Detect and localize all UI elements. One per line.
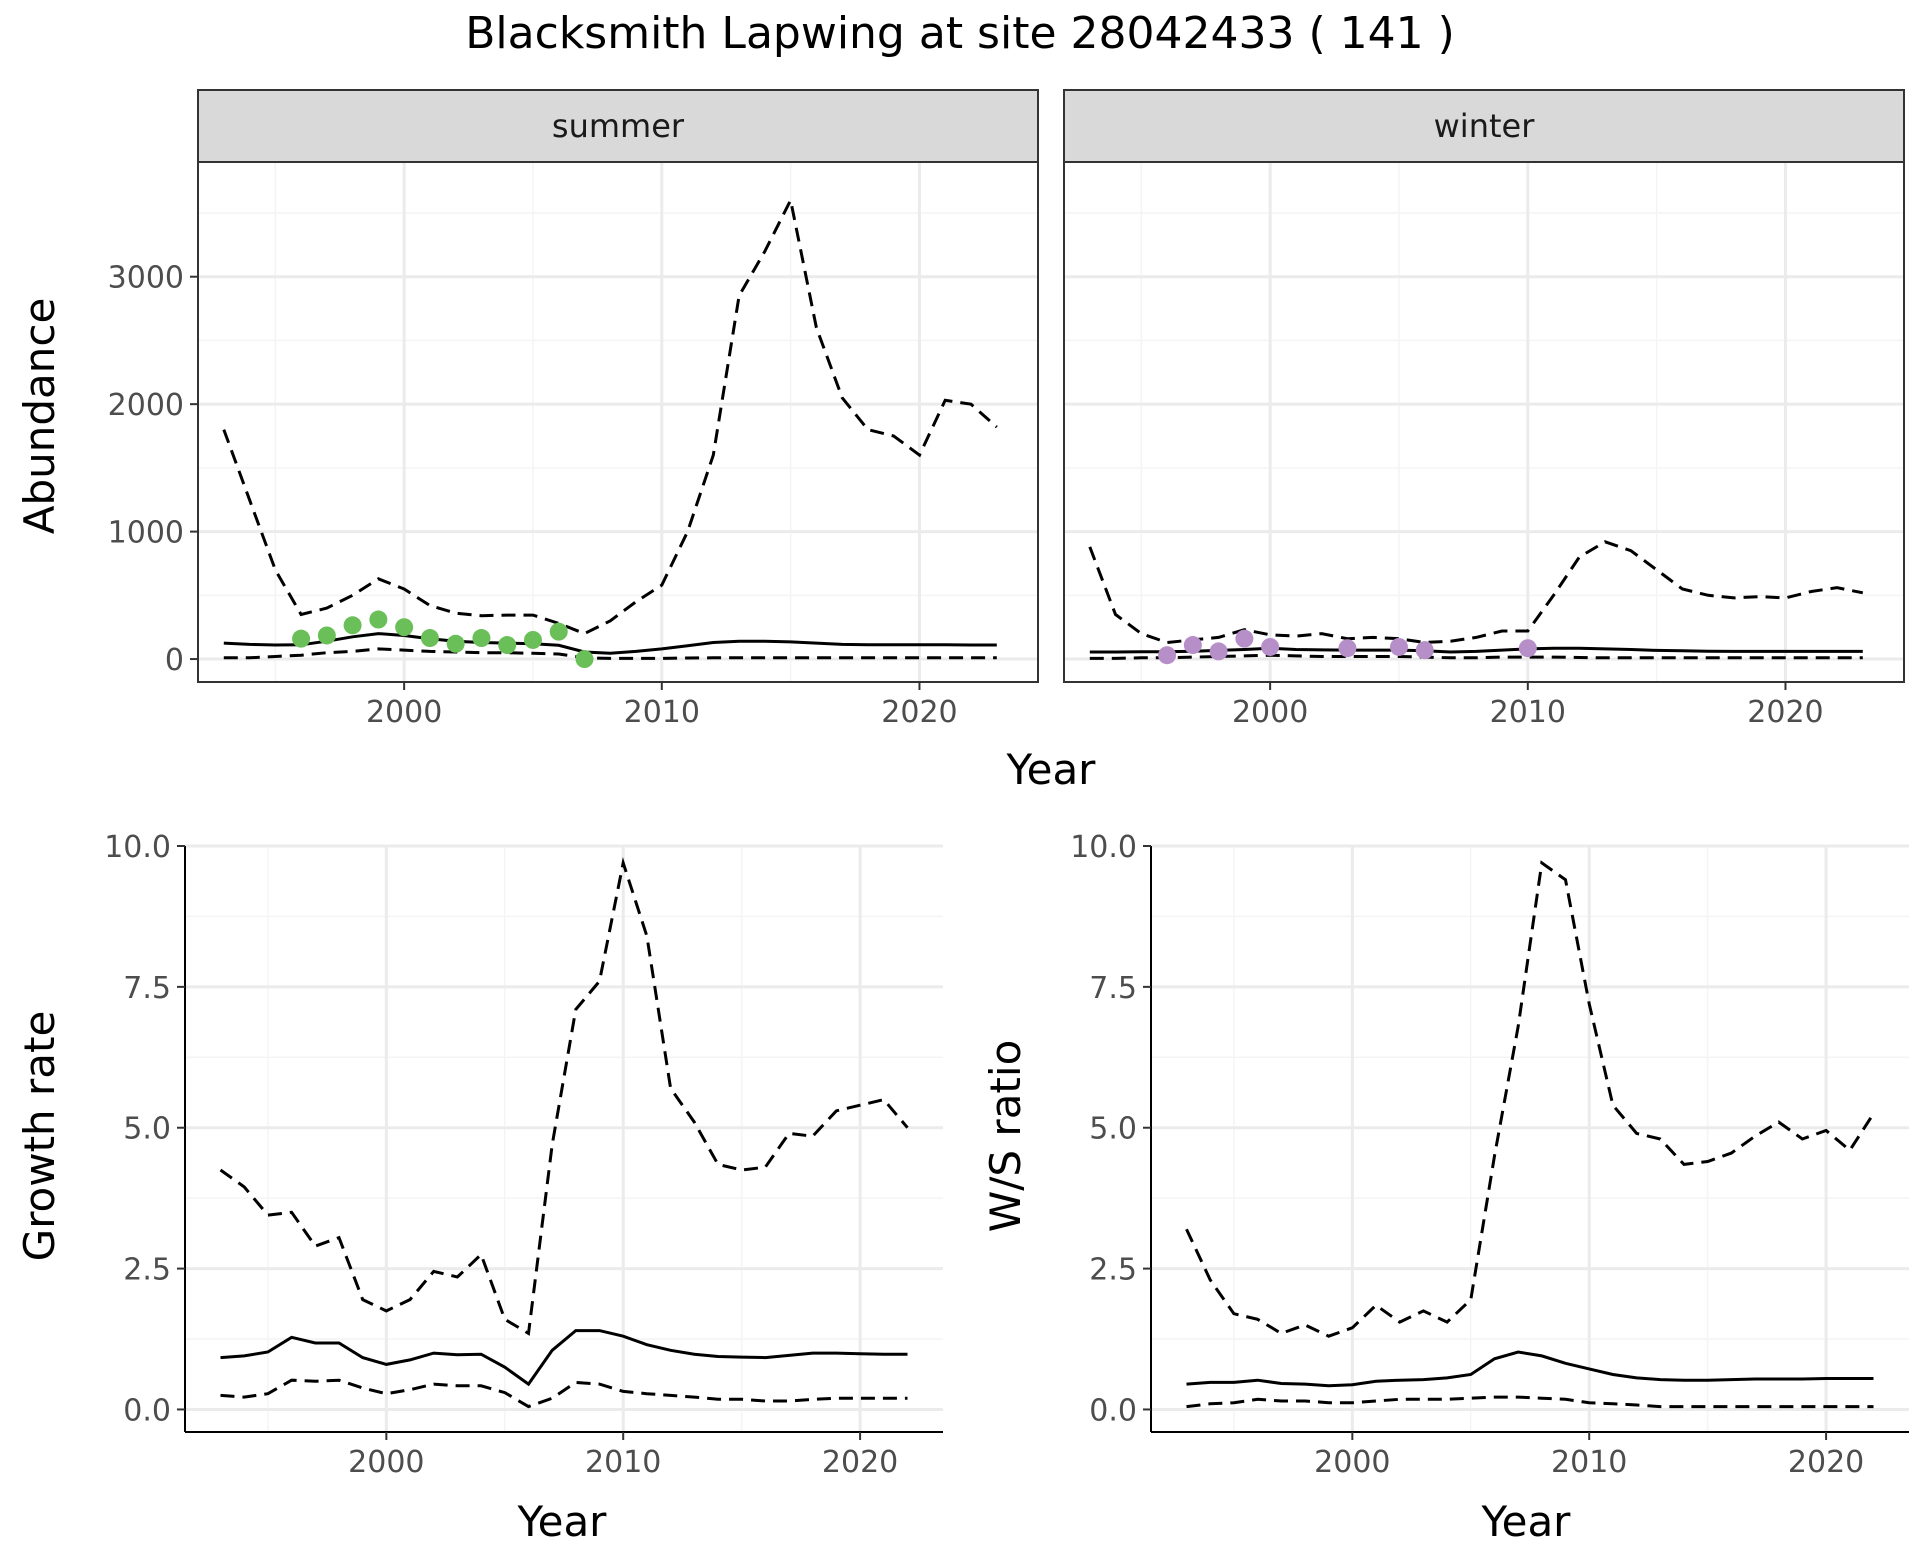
y-tick-label: 3000 [108, 261, 184, 296]
abundance-winter-plot: 2000 2010 2020 [1063, 161, 1905, 730]
y-tick-label: 0.0 [123, 1393, 171, 1428]
observation-point [1338, 639, 1357, 658]
x-tick-label: 2000 [1232, 695, 1308, 730]
chart-title: Blacksmith Lapwing at site 28042433 ( 14… [465, 8, 1454, 59]
y-tick-label: 2.5 [1089, 1253, 1137, 1288]
upper-bound-line [222, 195, 998, 636]
x-tick-label: 2000 [366, 695, 442, 730]
observation-point [1261, 637, 1280, 656]
ws-ratio-x-axis-title: Year [1481, 1497, 1572, 1546]
x-tick-label: 2010 [624, 695, 700, 730]
panel-border [197, 161, 1039, 683]
observation-point [317, 626, 336, 645]
observation-point [523, 630, 542, 649]
observation-point [1183, 636, 1202, 655]
panel-border [1063, 161, 1905, 683]
y-tick-label: 5.0 [1089, 1112, 1137, 1147]
abundance-facet-summer: summer 2000 2010 2020 0 1000 2000 3000 [108, 89, 1039, 730]
abundance-y-axis-title: Abundance [15, 298, 64, 535]
lower-bound-line [1089, 653, 1863, 660]
observation-point [472, 629, 491, 648]
growth-rate-x-axis-title: Year [517, 1497, 608, 1546]
x-tick-label: 2010 [1490, 695, 1566, 730]
lower-bound-line [220, 1378, 908, 1409]
lower-bound-line [1186, 1395, 1874, 1409]
abundance-chart: summer 2000 2010 2020 0 1000 2000 3000 winter … [15, 89, 1905, 794]
y-tick-label: 7.5 [1089, 971, 1137, 1006]
observation-point [420, 629, 439, 648]
abundance-x-axis-title: Year [1006, 745, 1097, 794]
observation-point [369, 610, 388, 629]
observation-point [1415, 641, 1434, 660]
y-tick-label: 10.0 [1070, 830, 1137, 865]
observation-point [1389, 637, 1408, 656]
ws-ratio-y-axis-title: W/S ratio [981, 1040, 1030, 1233]
lower-bound-line [223, 647, 997, 660]
upper-bound-line [1088, 540, 1864, 645]
growth-rate-y-axis-title: Growth rate [15, 1011, 64, 1262]
abundance-facet-winter: winter 2000 2010 2020 [1063, 89, 1905, 730]
y-tick-label: 2.5 [123, 1253, 171, 1288]
mean-line [1186, 1350, 1874, 1388]
x-tick-label: 2010 [585, 1445, 661, 1480]
observation-point [446, 634, 465, 653]
observation-point [343, 616, 362, 635]
observation-point [575, 650, 594, 669]
x-tick-label: 2020 [1788, 1445, 1864, 1480]
y-tick-label: 5.0 [123, 1112, 171, 1147]
facet-strip-summer [197, 89, 1039, 163]
upper-bound-line [1185, 860, 1875, 1338]
observation-point [1209, 642, 1228, 661]
y-tick-label: 0.0 [1089, 1393, 1137, 1428]
observation-point [1235, 629, 1254, 648]
x-tick-label: 2020 [1747, 695, 1823, 730]
mean-line [1089, 646, 1863, 654]
mean-line [223, 632, 997, 655]
y-tick-label: 1000 [108, 516, 184, 551]
observation-point [1158, 646, 1177, 665]
growth-rate-plot: 2000 2010 2020 0.0 2.5 5.0 7.5 10.0 [104, 830, 943, 1480]
x-tick-label: 2000 [348, 1445, 424, 1480]
observation-point [549, 622, 568, 641]
facet-strip-label-winter: winter [1434, 107, 1536, 145]
ws-ratio-plot: 2000 2010 2020 0.0 2.5 5.0 7.5 10.0 [1070, 830, 1909, 1480]
growth-rate-chart: 2000 2010 2020 0.0 2.5 5.0 7.5 10.0 Growth rate… [15, 830, 943, 1546]
y-tick-label: 2000 [108, 388, 184, 423]
mean-line [220, 1329, 908, 1387]
ws-ratio-chart: 2000 2010 2020 0.0 2.5 5.0 7.5 10.0 W/S ratio Y… [981, 830, 1909, 1546]
upper-bound-line [219, 856, 909, 1336]
y-tick-label: 7.5 [123, 971, 171, 1006]
x-tick-label: 2020 [881, 695, 957, 730]
y-tick-label: 10.0 [104, 830, 171, 865]
abundance-summer-plot: 2000 2010 2020 0 1000 2000 3000 [108, 161, 1039, 730]
x-tick-label: 2010 [1551, 1445, 1627, 1480]
observation-point [292, 629, 311, 648]
observation-point [1518, 639, 1537, 658]
observation-point [498, 636, 517, 655]
facet-strip-label-summer: summer [552, 107, 685, 145]
x-tick-label: 2000 [1314, 1445, 1390, 1480]
observation-point [395, 618, 414, 637]
x-tick-label: 2020 [822, 1445, 898, 1480]
y-tick-label: 0 [165, 643, 184, 678]
